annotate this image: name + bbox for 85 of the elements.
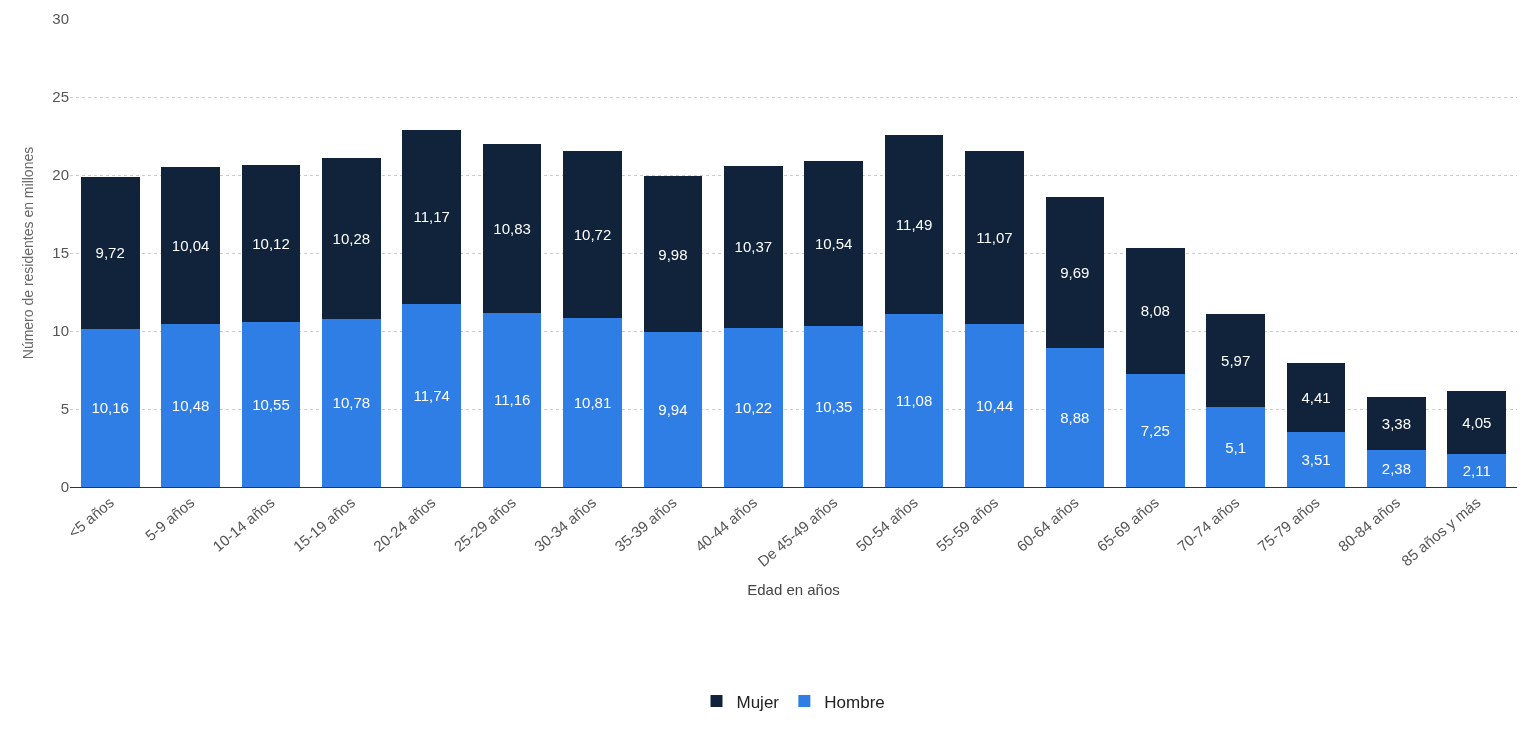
data-label: 10,28 <box>332 230 371 248</box>
y-tick-label: 5 <box>60 400 69 418</box>
data-label: 5,1 <box>1225 438 1247 456</box>
legend-label: Hombre <box>824 692 885 712</box>
bar <box>1125 373 1185 487</box>
bar <box>482 143 542 313</box>
bar <box>1447 390 1507 455</box>
data-label: 11,08 <box>895 392 933 410</box>
bar <box>1286 363 1346 433</box>
data-label: 11,17 <box>413 208 450 226</box>
data-label: 10,44 <box>975 397 1014 415</box>
data-label: 9,69 <box>1060 264 1090 282</box>
bar <box>241 322 301 487</box>
y-tick-label: 20 <box>52 166 69 184</box>
data-label: 10,54 <box>814 234 853 252</box>
data-label: 11,16 <box>493 391 531 409</box>
bar <box>1367 397 1426 450</box>
bar <box>563 151 622 319</box>
bar <box>402 129 462 304</box>
x-tick-label: 5-9 años <box>141 493 198 545</box>
data-label: 2,11 <box>1462 462 1491 480</box>
data-label: 9,72 <box>95 244 125 262</box>
bar <box>80 176 140 329</box>
data-label: 10,48 <box>171 396 210 414</box>
data-label: 4,05 <box>1462 413 1492 431</box>
bar <box>643 176 703 332</box>
data-label: 2,38 <box>1381 459 1412 477</box>
bar <box>1045 348 1105 487</box>
data-label: 7,25 <box>1140 421 1170 439</box>
data-label: 3,38 <box>1381 415 1412 433</box>
data-label: 10,81 <box>573 394 612 412</box>
x-tick-label: <5 años <box>64 493 117 542</box>
data-label: 8,88 <box>1060 409 1090 427</box>
y-tick-label: 15 <box>52 244 69 262</box>
data-label: 10,83 <box>493 219 531 237</box>
bar <box>241 164 301 323</box>
data-label: 8,08 <box>1140 302 1170 320</box>
bar <box>884 314 944 487</box>
data-label: 10,55 <box>252 396 290 414</box>
data-label: 4,41 <box>1301 389 1331 407</box>
bar <box>161 166 220 324</box>
bar <box>804 325 864 487</box>
y-axis-title: Número de residentes en millones <box>19 146 36 360</box>
bar <box>322 318 381 487</box>
bar <box>1447 454 1507 487</box>
bar <box>965 324 1024 487</box>
y-tick-label: 10 <box>52 322 69 340</box>
bar <box>723 165 783 328</box>
bar <box>402 303 462 487</box>
legend-label: Mujer <box>736 692 780 712</box>
data-label: 10,35 <box>814 397 853 415</box>
bar <box>1206 314 1265 408</box>
bar <box>563 318 622 487</box>
y-tick-label: 0 <box>60 478 69 496</box>
data-label: 10,12 <box>252 234 290 252</box>
bar <box>1125 247 1185 374</box>
data-label: 9,94 <box>658 400 688 418</box>
data-label: 10,16 <box>91 399 129 417</box>
data-label: 10,37 <box>734 238 773 256</box>
data-label: 10,78 <box>332 394 371 412</box>
y-tick-label: 30 <box>52 10 69 28</box>
bar <box>965 151 1024 325</box>
data-label: 10,72 <box>573 226 612 244</box>
x-axis-title: Edad en años <box>747 580 840 598</box>
data-label: 10,22 <box>734 398 773 416</box>
data-label: 11,49 <box>895 216 933 234</box>
data-label: 3,51 <box>1301 451 1331 469</box>
bar <box>80 328 140 487</box>
bar <box>161 323 220 487</box>
y-tick-label: 25 <box>52 88 69 106</box>
data-label: 5,97 <box>1221 352 1251 370</box>
bar <box>322 158 381 319</box>
bar <box>1286 432 1346 487</box>
bar <box>884 134 944 315</box>
bar <box>723 327 783 487</box>
bar <box>804 161 864 326</box>
data-label: 11,74 <box>413 386 450 404</box>
data-label: 10,04 <box>171 236 210 254</box>
bar <box>482 312 542 487</box>
data-label: 11,07 <box>976 229 1013 247</box>
bar <box>1206 407 1265 487</box>
bar <box>643 331 703 487</box>
data-label: 9,98 <box>658 245 688 263</box>
bar <box>1367 449 1426 487</box>
bar <box>1045 197 1105 349</box>
